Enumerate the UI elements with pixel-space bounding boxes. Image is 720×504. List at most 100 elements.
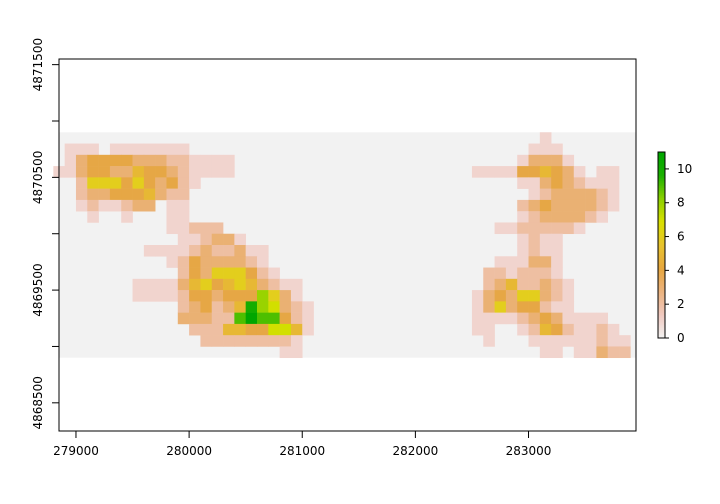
y-tick-label: 4871500 (31, 38, 45, 91)
raster-cell (551, 166, 563, 178)
raster-cell (234, 301, 246, 313)
raster-cell (75, 154, 88, 167)
raster-cell (551, 267, 563, 280)
raster-cell (121, 188, 133, 201)
raster-cell (166, 245, 179, 257)
raster-cell (505, 301, 518, 313)
raster-cell (223, 278, 235, 291)
raster-cell (517, 199, 529, 212)
colorbar-swatch (658, 317, 665, 320)
raster-cell (98, 177, 111, 189)
colorbar-swatch (658, 322, 665, 325)
raster-cell (75, 143, 88, 156)
raster-cell (75, 177, 88, 189)
colorbar-swatch (658, 292, 665, 295)
raster-cell (494, 222, 507, 235)
colorbar-swatch (658, 184, 665, 187)
raster-cell (189, 222, 201, 235)
raster-cell (562, 278, 575, 291)
colorbar-swatch (658, 250, 665, 253)
raster-cell (528, 233, 541, 246)
colorbar-swatch (658, 190, 665, 193)
colorbar-swatch (658, 157, 665, 160)
raster-cell (189, 245, 201, 257)
raster-cell (256, 267, 269, 280)
raster-cell (517, 278, 529, 291)
colorbar-tick-label: 4 (677, 263, 685, 277)
raster-cell (121, 154, 133, 167)
colorbar-swatch (658, 223, 665, 226)
plot-frame (58, 58, 637, 432)
raster-cell (177, 301, 190, 313)
raster-cell (121, 199, 133, 212)
raster-cell (155, 154, 167, 167)
raster-cell (517, 267, 529, 280)
raster-cell (143, 143, 156, 156)
raster-cell (189, 256, 201, 268)
raster-cell (211, 301, 224, 313)
raster-cell (573, 177, 586, 189)
raster-cell (471, 301, 484, 313)
raster-cell (177, 211, 190, 223)
raster-cell (245, 256, 258, 268)
colorbar-swatch (658, 167, 665, 170)
raster-cell (189, 301, 201, 313)
raster-cell (483, 166, 495, 178)
colorbar-swatch (658, 160, 665, 163)
raster-cell (121, 166, 133, 178)
colorbar-tick-label: 0 (677, 331, 685, 345)
colorbar-swatch (658, 275, 665, 278)
raster-cell (517, 222, 529, 235)
raster-cell (539, 166, 552, 178)
raster-cell (121, 177, 133, 189)
raster-cell (539, 143, 552, 156)
colorbar-legend: 0 2 4 6 8 10 (657, 151, 692, 345)
colorbar-swatch (658, 243, 665, 246)
raster-cell (539, 222, 552, 235)
raster-cell (302, 301, 314, 313)
raster-cell (223, 301, 235, 313)
raster-cell (494, 256, 507, 268)
raster-cell (87, 166, 99, 178)
raster-cell (539, 233, 552, 246)
raster-cell (234, 233, 246, 246)
raster-cell (211, 290, 224, 302)
colorbar-tick-label: 2 (677, 297, 685, 311)
colorbar-swatch (658, 309, 665, 312)
raster-cell (268, 312, 280, 325)
colorbar-swatch (658, 277, 665, 280)
y-axis: 4868500 4869500 4870500 4871500 (31, 38, 59, 430)
colorbar-swatch (658, 194, 665, 197)
raster-cell (517, 301, 529, 313)
raster-cell (166, 290, 179, 302)
colorbar-swatch (658, 280, 665, 283)
x-tick-label: 280000 (166, 444, 212, 458)
raster-cell (585, 312, 597, 325)
raster-cell (211, 312, 224, 325)
raster-cell (132, 154, 145, 167)
raster-cell (471, 312, 484, 325)
raster-cell (143, 278, 156, 291)
colorbar-swatch (658, 180, 665, 183)
raster-cell (551, 278, 563, 291)
raster-cell (223, 166, 235, 178)
raster-cell (155, 278, 167, 291)
raster-cell (551, 323, 563, 336)
colorbar-swatch (658, 173, 665, 177)
raster-cell (279, 290, 292, 302)
colorbar-swatch (658, 305, 665, 308)
colorbar-frame (657, 151, 666, 339)
raster-cell (573, 323, 586, 336)
raster-cell (528, 245, 541, 257)
raster-cell (223, 335, 235, 347)
raster-cell (551, 199, 563, 212)
raster-cell (256, 312, 269, 325)
raster-cell (166, 211, 179, 223)
x-tick-label: 282000 (392, 444, 438, 458)
raster-cell (483, 335, 495, 347)
raster-cell (539, 132, 552, 144)
raster-cell (517, 245, 529, 257)
raster-cell (155, 188, 167, 201)
colorbar-swatch (658, 297, 665, 300)
colorbar-swatch (658, 214, 665, 217)
